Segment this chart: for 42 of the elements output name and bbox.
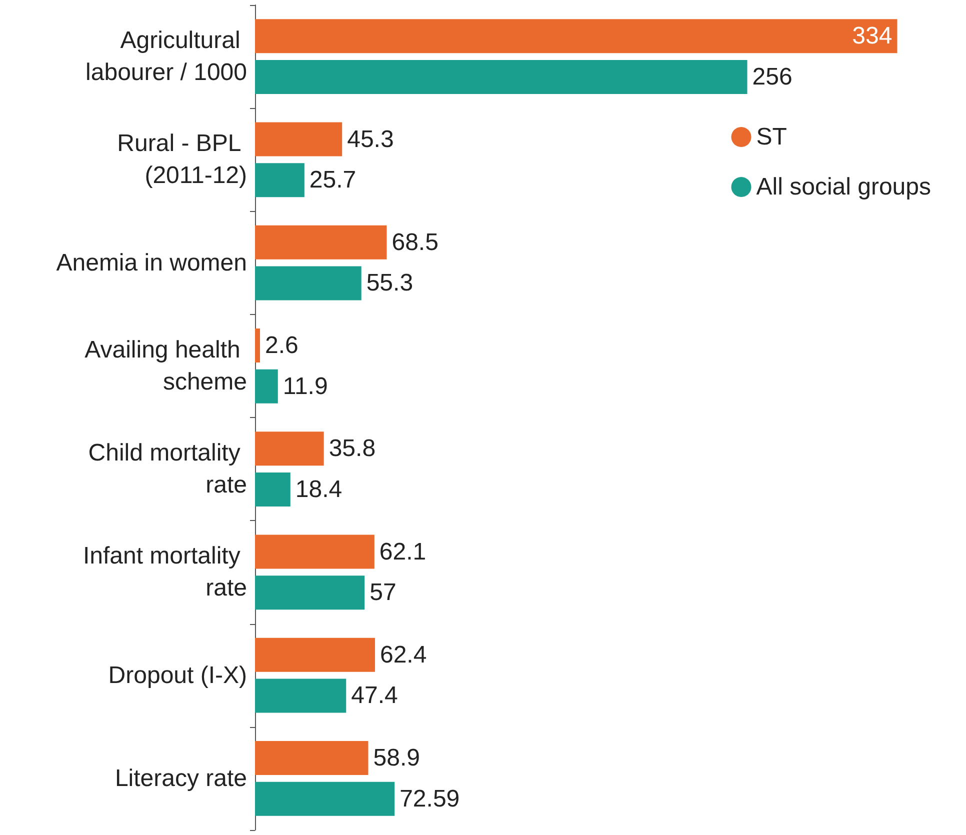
data-label: 11.9 <box>282 372 328 400</box>
bar <box>255 638 375 672</box>
y-tick-label: Availing health scheme <box>84 336 247 396</box>
bar <box>255 472 290 506</box>
bar <box>255 678 346 713</box>
y-tick-label: Literacy rate <box>114 764 247 792</box>
bar <box>255 432 324 466</box>
data-label: 62.4 <box>380 641 427 668</box>
legend-label: All social groups <box>756 174 931 200</box>
bar <box>255 60 748 94</box>
y-tick-label: Dropout (I-X) <box>108 662 247 689</box>
data-label: 47.4 <box>351 682 398 710</box>
data-label: 25.7 <box>309 166 356 194</box>
bar <box>255 534 374 569</box>
bar <box>255 328 260 363</box>
bar <box>255 225 387 260</box>
data-label: 2.6 <box>265 332 298 360</box>
data-label: 58.9 <box>373 744 420 772</box>
data-label: 45.3 <box>347 126 394 153</box>
data-label: 18.4 <box>295 476 342 503</box>
bar <box>255 576 365 610</box>
data-label: 256 <box>752 63 792 90</box>
bar <box>255 266 362 300</box>
y-tick-label: Anemia in women <box>56 249 247 276</box>
bar <box>255 369 278 404</box>
data-label: 57 <box>370 579 396 606</box>
data-label: 72.59 <box>400 785 460 812</box>
y-tick-label: Rural - BPL (2011-12) <box>117 130 247 190</box>
data-label: 62.1 <box>379 538 426 566</box>
y-tick-label: Child mortality rate <box>88 440 247 499</box>
data-label: 334 <box>852 22 892 50</box>
data-label: 55.3 <box>366 270 414 297</box>
data-label: 68.5 <box>392 228 438 256</box>
bar <box>255 19 898 54</box>
legend-label: ST <box>756 124 788 150</box>
bar <box>255 741 368 776</box>
bar <box>255 122 342 156</box>
bar <box>255 163 304 198</box>
y-tick-label: Agricultural labourer / 1000 <box>86 27 247 86</box>
data-label: 35.8 <box>328 435 376 462</box>
y-tick-label: Infant mortality rate <box>82 542 247 602</box>
bar <box>255 782 395 816</box>
